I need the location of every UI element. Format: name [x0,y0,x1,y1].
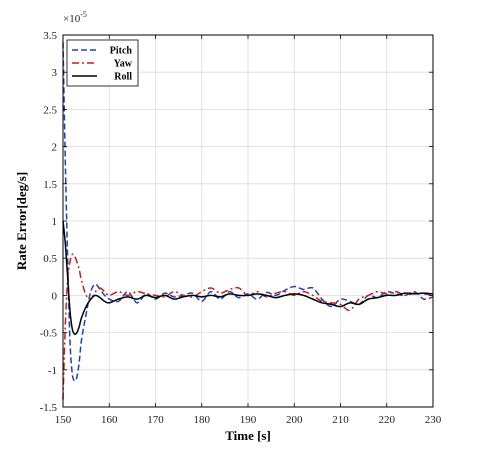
y-tick-label: 1.5 [43,179,57,191]
series-group [62,42,434,400]
y-tick-label: 0.5 [43,253,57,265]
x-axis-label: Time [s] [225,428,271,443]
y-scale-power: -5 [80,10,87,19]
legend-items: Pitch Yaw Roll [72,46,133,83]
series-line-pitch [62,42,434,382]
x-tick-label: 180 [194,414,211,426]
y-axis-ticks: -1.5 -1 -0.5 0 0.5 1 1.5 2 2.5 3 3.5 [40,30,433,414]
y-tick-label: 2.5 [43,104,57,116]
legend-label-roll: Roll [114,72,132,83]
y-tick-label: -0.5 [40,328,58,340]
series-line-yaw [62,253,434,400]
x-tick-label: 190 [240,414,257,426]
x-tick-label: 230 [425,414,442,426]
y-tick-label: 3 [52,67,58,79]
x-tick-label: 210 [332,414,349,426]
y-scale-base: ×10 [63,13,81,25]
y-tick-label: 2 [52,142,58,154]
y-tick-label: -1.5 [40,402,58,414]
y-tick-label: 3.5 [43,30,57,42]
y-tick-label: 1 [52,216,58,228]
x-tick-label: 150 [55,414,72,426]
x-axis-ticks: 150 160 170 180 190 200 210 220 230 [55,35,442,426]
legend: Pitch Yaw Roll [66,39,139,87]
series-line-roll [62,220,434,336]
x-tick-label: 170 [147,414,164,426]
legend-label-yaw: Yaw [114,59,133,70]
y-axis-label: Rate Error[deg/s] [14,172,29,270]
legend-label-pitch: Pitch [110,46,133,57]
x-tick-label: 200 [286,414,303,426]
x-tick-label: 160 [101,414,118,426]
y-tick-label: 0 [52,290,58,302]
y-tick-label: -1 [48,365,57,377]
y-scale-exponent: ×10-5 [63,10,87,25]
x-tick-label: 220 [379,414,396,426]
